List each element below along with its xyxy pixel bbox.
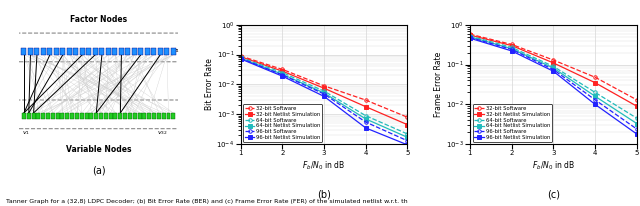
Bar bbox=[99, 48, 104, 55]
Bar bbox=[22, 113, 26, 118]
Bar bbox=[99, 113, 103, 118]
Bar bbox=[60, 113, 65, 118]
Bar bbox=[143, 113, 147, 118]
Bar bbox=[106, 48, 111, 55]
Bar bbox=[123, 113, 127, 118]
Bar bbox=[151, 48, 156, 55]
Bar bbox=[170, 48, 176, 55]
Bar bbox=[166, 113, 170, 118]
Bar bbox=[138, 113, 141, 118]
Bar bbox=[75, 113, 79, 118]
Bar bbox=[118, 48, 124, 55]
Bar bbox=[47, 48, 52, 55]
Bar bbox=[31, 113, 35, 118]
Legend: 32-bit Software, 32-bit Netlist Simulation, 64-bit Software, 64-bit Netlist Simu: 32-bit Software, 32-bit Netlist Simulati… bbox=[243, 104, 323, 142]
Bar bbox=[40, 48, 46, 55]
Bar bbox=[80, 113, 84, 118]
Bar bbox=[118, 113, 122, 118]
Bar bbox=[128, 113, 132, 118]
Bar bbox=[113, 113, 118, 118]
Text: $v_{32}$: $v_{32}$ bbox=[157, 129, 168, 137]
Bar bbox=[145, 48, 150, 55]
Bar bbox=[109, 113, 113, 118]
Bar bbox=[28, 48, 33, 55]
Text: Tanner Graph for a (32,8) LDPC Decoder; (b) Bit Error Rate (BER) and (c) Frame E: Tanner Graph for a (32,8) LDPC Decoder; … bbox=[6, 199, 408, 204]
Bar bbox=[79, 48, 85, 55]
Bar bbox=[41, 113, 45, 118]
Bar bbox=[86, 48, 92, 55]
Bar bbox=[27, 113, 31, 118]
Text: Variable Nodes: Variable Nodes bbox=[66, 145, 131, 154]
Bar bbox=[56, 113, 60, 118]
Legend: 32-bit Software, 32-bit Netlist Simulation, 64-bit Software, 64-bit Netlist Simu: 32-bit Software, 32-bit Netlist Simulati… bbox=[472, 104, 552, 142]
Bar bbox=[51, 113, 55, 118]
Bar bbox=[172, 113, 175, 118]
Text: (c): (c) bbox=[547, 190, 560, 200]
Bar bbox=[164, 48, 169, 55]
Text: $v_1$: $v_1$ bbox=[22, 129, 31, 137]
X-axis label: $F_{b}/N_0$ in dB: $F_{b}/N_0$ in dB bbox=[303, 159, 346, 172]
Y-axis label: Bit Error Rate: Bit Error Rate bbox=[205, 59, 214, 110]
Bar bbox=[138, 48, 143, 55]
Bar bbox=[157, 113, 161, 118]
Bar bbox=[65, 113, 69, 118]
Bar bbox=[147, 113, 151, 118]
Text: (b): (b) bbox=[317, 190, 331, 200]
X-axis label: $F_{b}/N_0$ in dB: $F_{b}/N_0$ in dB bbox=[532, 159, 575, 172]
Bar bbox=[70, 113, 74, 118]
Bar bbox=[60, 48, 65, 55]
Bar bbox=[132, 48, 137, 55]
Text: $z_4$: $z_4$ bbox=[173, 47, 180, 55]
Bar bbox=[54, 48, 59, 55]
Bar bbox=[152, 113, 156, 118]
Bar bbox=[94, 113, 98, 118]
Bar bbox=[90, 113, 93, 118]
Y-axis label: Frame Error Rate: Frame Error Rate bbox=[434, 52, 443, 117]
Bar bbox=[46, 113, 50, 118]
Bar bbox=[157, 48, 163, 55]
Text: (a): (a) bbox=[92, 166, 106, 176]
Bar bbox=[162, 113, 166, 118]
Bar bbox=[73, 48, 78, 55]
Bar bbox=[84, 113, 88, 118]
Bar bbox=[93, 48, 98, 55]
Bar bbox=[36, 113, 40, 118]
Bar bbox=[125, 48, 131, 55]
Bar bbox=[104, 113, 108, 118]
Bar bbox=[132, 113, 137, 118]
Bar bbox=[34, 48, 39, 55]
Bar bbox=[67, 48, 72, 55]
Bar bbox=[21, 48, 26, 55]
Bar bbox=[112, 48, 117, 55]
Text: Factor Nodes: Factor Nodes bbox=[70, 15, 127, 23]
